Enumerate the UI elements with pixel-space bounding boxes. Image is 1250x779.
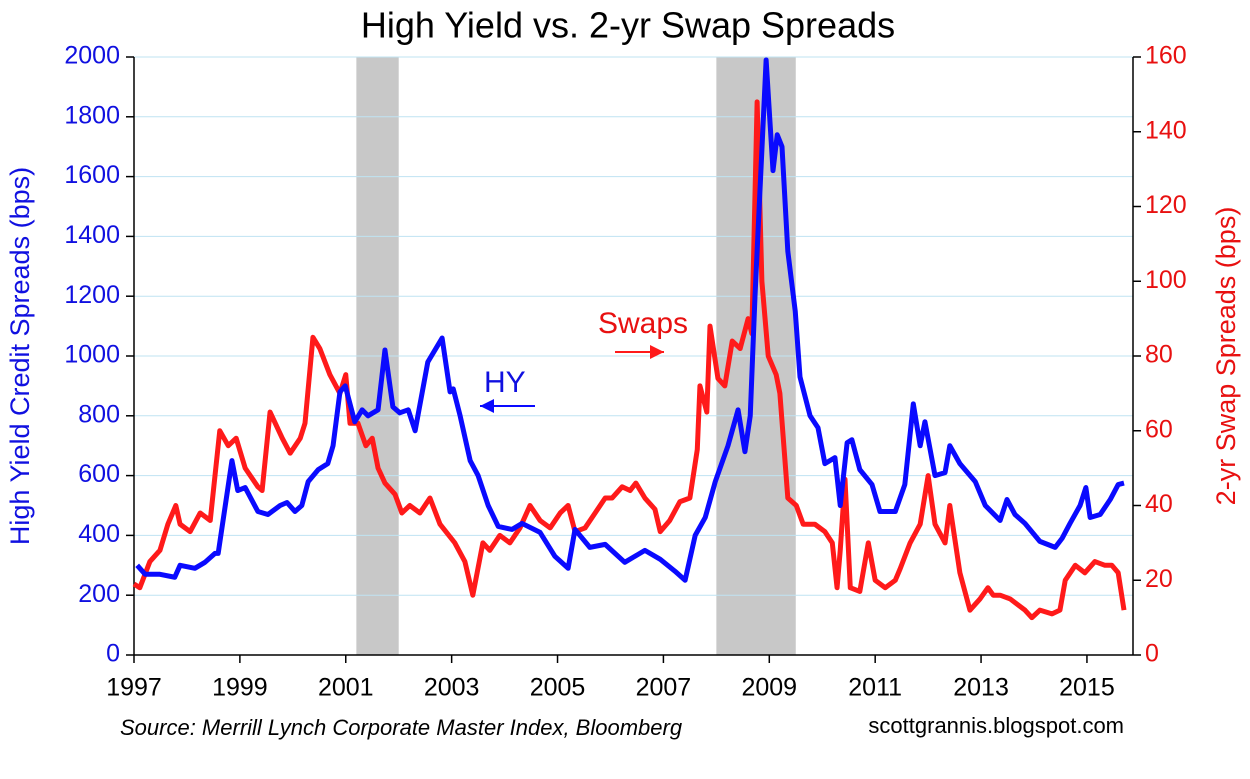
y2-tick-label: 120	[1145, 191, 1187, 219]
y-tick-label: 1800	[64, 101, 120, 129]
y2-axis-label: 2-yr Swap Spreads (bps)	[1211, 207, 1241, 506]
x-tick-label: 1997	[106, 674, 162, 702]
y2-tick-label: 20	[1145, 565, 1173, 593]
y-tick-label: 1400	[64, 221, 120, 249]
plot-background	[134, 56, 1133, 656]
y2-tick-label: 100	[1145, 266, 1187, 294]
x-tick-label: 2009	[741, 674, 797, 702]
series-annotation: HY	[484, 366, 526, 399]
source-note: Source: Merrill Lynch Corporate Master I…	[120, 715, 683, 740]
y2-tick-label: 80	[1145, 341, 1173, 369]
x-tick-label: 2015	[1059, 674, 1115, 702]
x-tick-label: 2001	[318, 674, 374, 702]
y2-tick-label: 60	[1145, 415, 1173, 443]
credit-note: scottgrannis.blogspot.com	[868, 713, 1124, 738]
series-annotation: Swaps	[598, 307, 688, 340]
chart-title: High Yield vs. 2-yr Swap Spreads	[361, 5, 895, 46]
series-line	[132, 99, 1127, 621]
y-axis-label: High Yield Credit Spreads (bps)	[5, 167, 35, 545]
x-tick-label: 2005	[530, 674, 586, 702]
series-line	[135, 57, 1125, 583]
y-tick-label: 200	[78, 580, 120, 608]
y-tick-label: 1000	[64, 341, 120, 369]
y-tick-label: 800	[78, 400, 120, 428]
x-tick-label: 2007	[636, 674, 692, 702]
y2-tick-label: 40	[1145, 490, 1173, 518]
x-tick-label: 2013	[953, 674, 1009, 702]
y-tick-label: 400	[78, 520, 120, 548]
y-tick-label: 1200	[64, 281, 120, 309]
y2-tick-label: 140	[1145, 116, 1187, 144]
y-tick-label: 1600	[64, 161, 120, 189]
x-tick-label: 2003	[424, 674, 480, 702]
x-tick-label: 2011	[848, 674, 902, 702]
y-tick-label: 2000	[64, 42, 120, 70]
swaps-arrow-head	[650, 345, 664, 359]
y-tick-label: 600	[78, 460, 120, 488]
y2-tick-label: 160	[1145, 42, 1187, 70]
x-tick-label: 1999	[212, 674, 268, 702]
hy-arrow-head	[480, 399, 494, 413]
y-tick-label: 0	[106, 640, 120, 668]
y2-tick-label: 0	[1145, 640, 1159, 668]
